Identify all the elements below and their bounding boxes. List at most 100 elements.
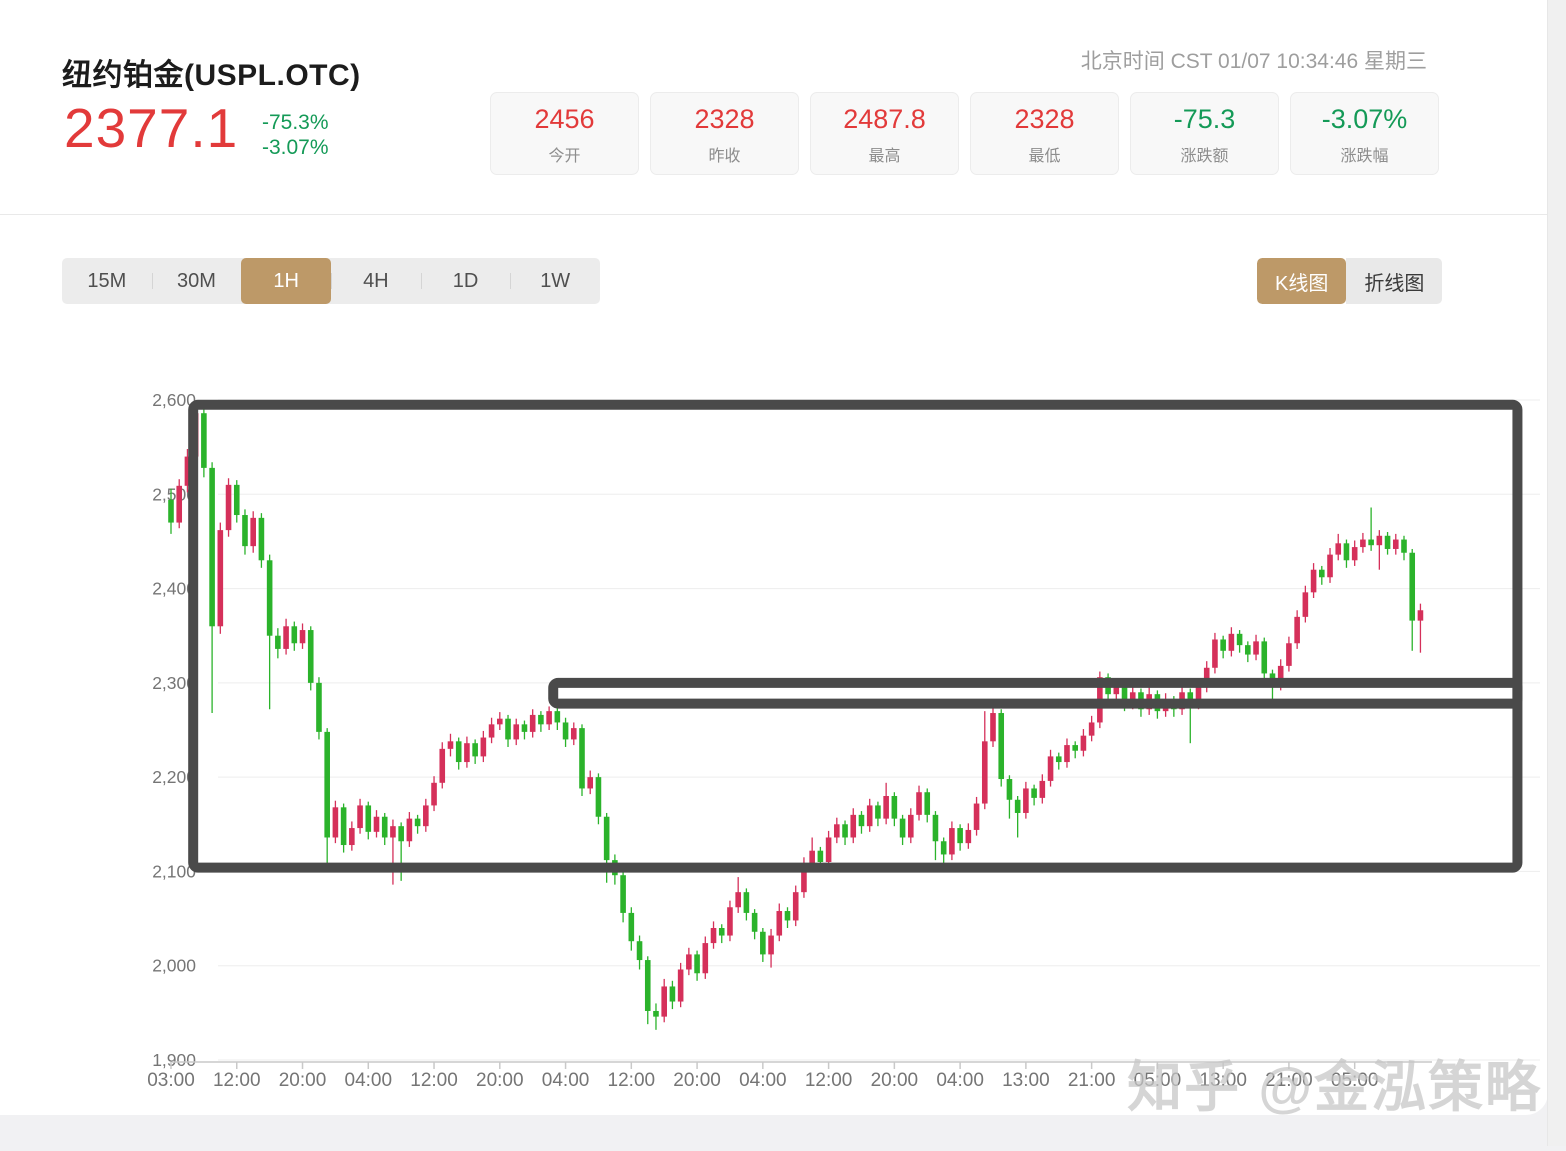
candlestick-chart[interactable]: 1,900 2,000 2,100 2,200 2,300 2,400 2,500 2,600… [0,330,1566,1146]
candle-body [414,818,421,827]
candle-body [727,907,733,936]
candle-body [1088,722,1095,736]
x-axis-label: 20:00 [476,1070,524,1091]
stat-label: 涨跌幅 [1340,148,1389,165]
interval-tab-1H[interactable]: 1H [241,258,332,304]
candle-body [949,828,955,855]
x-axis-label: 12:00 [410,1070,458,1091]
x-axis-label: 03:00 [147,1070,195,1091]
candle-body [521,724,528,732]
annotation-rectangle [188,399,1523,873]
candle-body [365,805,372,832]
candle-body [1039,780,1046,798]
candle-body [529,714,536,732]
scrollbar-track[interactable] [1547,0,1566,1146]
candle-body [480,737,487,757]
candle-body [209,467,215,627]
candle-body [390,826,396,838]
candle-body [1368,539,1374,546]
candle-body [1121,686,1128,704]
candle-body [1228,633,1235,651]
candle-body [1031,788,1037,798]
y-axis-label: 2,100 [152,861,196,881]
candle-body [587,777,594,789]
candle-body [1253,641,1259,655]
candle-body [316,682,322,732]
candle-body [628,912,635,942]
x-axis-label: 20:00 [279,1070,327,1091]
y-axis-label: 2,000 [152,956,196,976]
candle-body [1113,686,1120,695]
candle-body [825,837,832,862]
candle-body [1220,639,1226,651]
quote-stats: 2456 今开 2328 昨收 2487.8 最高 2328 最低 -75.3 涨跌额 -3.07%… [490,92,1439,175]
candle-body [1129,692,1136,704]
candle-body [710,928,717,944]
candle-body [1277,665,1284,685]
candle-body [669,986,676,1002]
chart-type-candlestick[interactable]: K线图 [1257,258,1347,304]
stat-label: 昨收 [708,148,741,165]
stat-label: 最高 [868,148,901,165]
candle-body [242,515,248,547]
candle-body [735,892,741,908]
interval-tab-1W[interactable]: 1W [510,258,600,304]
candle-body [916,792,922,815]
candle-body [957,828,963,844]
candle-body [1302,592,1309,617]
stat-box-涨跌额: -75.3 涨跌额 [1130,92,1279,175]
stat-label: 最低 [1028,148,1061,165]
chart-type-line[interactable]: 折线图 [1346,258,1443,304]
change-value: -75.3% [262,111,329,134]
candle-body [932,814,939,842]
candle-body [899,818,906,838]
interval-tab-4H[interactable]: 4H [331,258,421,304]
candle-body [497,718,503,725]
candle-body [406,818,413,842]
candle-body [332,807,339,838]
stat-value: -3.07% [1321,104,1408,134]
candle-body [184,456,191,486]
header-divider [0,214,1548,215]
candle-body [1360,539,1366,548]
candle-body [562,722,569,740]
candle-body [1392,539,1399,549]
chart-type-toggle: K线图 折线图 [1257,258,1443,304]
candle-body [595,777,602,817]
candle-body [505,718,511,740]
x-axis-label: 12:00 [213,1070,261,1091]
candle-body [1294,616,1300,644]
candle-body [776,911,783,936]
candle-body [472,743,478,757]
candle-body [875,805,881,819]
candle-body [784,911,791,921]
candle-body [1064,745,1070,763]
candle-body [579,728,585,789]
candle-body [1195,686,1202,704]
candle-body [283,626,289,649]
candle-body [981,741,988,804]
candle-body [1072,745,1078,751]
candle-body [1080,735,1087,751]
x-axis-label: 04:00 [936,1070,984,1091]
candle-body [217,530,224,627]
stat-box-涨跌幅: -3.07% 涨跌幅 [1290,92,1439,175]
interval-tab-30M[interactable]: 30M [151,258,242,304]
candle-body [834,824,840,838]
candle-body [644,960,651,1011]
candle-body [990,713,996,742]
candle-body [1245,645,1251,655]
stat-value: 2456 [534,104,595,134]
candle-body [168,499,174,523]
candle-body [423,805,429,827]
candle-body [694,954,700,974]
candle-body [250,517,256,547]
interval-tab-15M[interactable]: 15M [87,269,127,292]
candle-body [1023,788,1029,813]
candle-body [258,517,265,561]
interval-tab-1D[interactable]: 1D [420,258,511,304]
x-axis-label: 13:00 [1002,1070,1050,1091]
candle-body [1343,543,1350,561]
candle-body [291,626,298,644]
candle-body [1212,639,1218,668]
